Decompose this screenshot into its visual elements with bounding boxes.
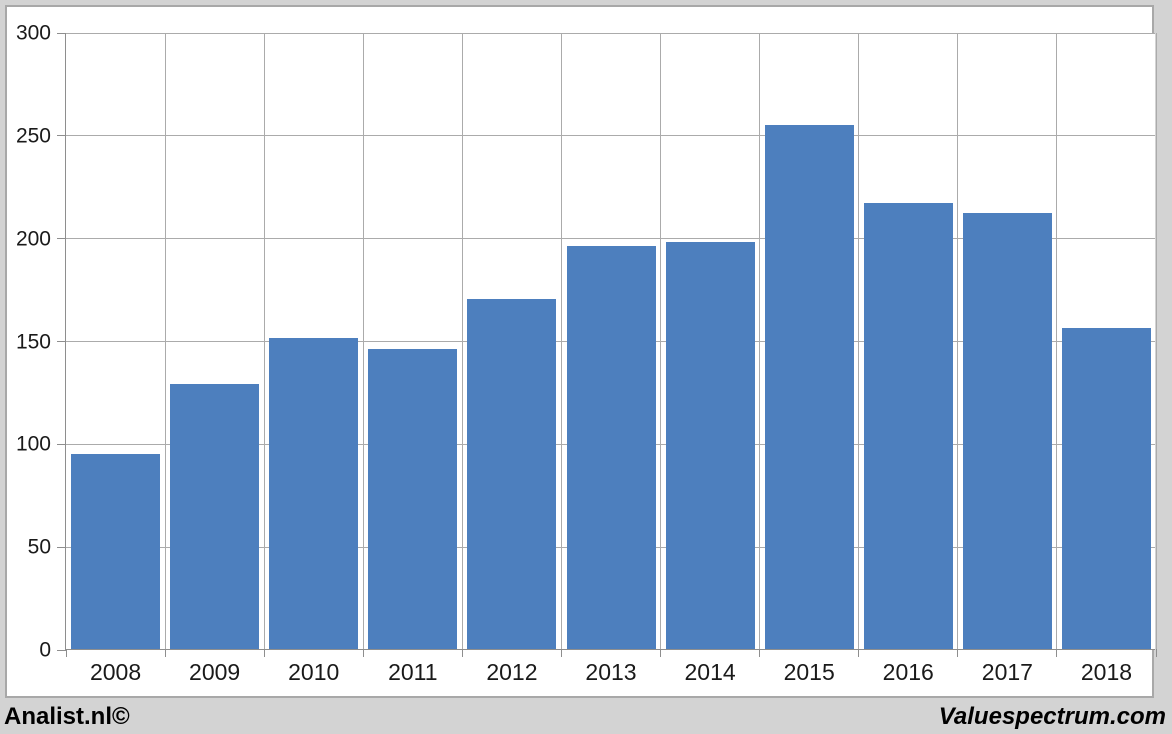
gridline-vertical-9	[957, 33, 959, 649]
bar-2013	[567, 246, 656, 649]
x-axis-tick-3	[362, 649, 364, 657]
x-axis-label-2016: 2016	[882, 659, 934, 685]
x-axis-tick-7	[759, 649, 761, 657]
gridline-vertical-11	[1155, 33, 1157, 649]
brand-analist-label: Analist.nl©	[4, 703, 130, 730]
bar-2010	[269, 338, 358, 649]
brand-valuespectrum-label: Valuespectrum.com	[938, 703, 1166, 730]
bar-2014	[666, 242, 755, 649]
bar-2008	[71, 454, 160, 649]
y-axis-label-50: 50	[27, 535, 51, 559]
y-axis-label-150: 150	[15, 330, 51, 353]
y-axis-tick-150	[57, 341, 66, 342]
gridline-horizontal-200	[66, 238, 1155, 240]
y-axis-tick-0	[57, 649, 66, 651]
y-axis-label-200: 200	[15, 227, 51, 251]
gridline-vertical-4	[461, 33, 463, 649]
y-axis-tick-50	[57, 546, 66, 548]
bar-2016	[864, 203, 953, 649]
x-axis-tick-8	[858, 649, 860, 657]
x-axis-tick-6	[660, 649, 662, 657]
y-axis-tick-300	[57, 32, 66, 34]
y-axis-label-300: 300	[15, 21, 51, 45]
x-axis-label-2014: 2014	[684, 659, 736, 685]
gridline-vertical-10	[1056, 33, 1058, 649]
gridline-horizontal-300	[66, 32, 1155, 34]
y-axis-label-100: 100	[15, 432, 51, 456]
gridline-vertical-5	[560, 33, 562, 649]
y-axis-tick-100	[57, 443, 66, 445]
bar-2018	[1062, 328, 1151, 649]
x-axis-label-2018: 2018	[1080, 659, 1133, 685]
x-axis-label-2009: 2009	[189, 659, 241, 685]
bar-2011	[368, 349, 457, 649]
x-axis-tick-0	[65, 649, 67, 657]
x-axis-tick-10	[1056, 649, 1058, 657]
bar-2012	[467, 299, 556, 649]
y-axis-label-250: 250	[15, 124, 51, 148]
bar-2015	[765, 125, 854, 649]
x-axis-label-2010: 2010	[288, 659, 340, 685]
gridline-vertical-7	[759, 33, 761, 649]
x-axis-label-2012: 2012	[486, 659, 538, 685]
x-axis-tick-5	[560, 649, 562, 657]
bar-2017	[963, 213, 1052, 649]
plot-area: 0 50 100 150 200 250 300 2008 2009 2010 2011 2012 20…	[16, 23, 1157, 684]
gridline-vertical-2	[263, 33, 265, 649]
footer-bar: Analist.nl© Valuespectrum.com	[0, 702, 1172, 734]
gridline-vertical-8	[858, 33, 860, 649]
x-axis-tick-2	[263, 649, 265, 657]
x-axis-tick-1	[164, 649, 166, 657]
gridline-horizontal-250	[66, 135, 1155, 137]
x-axis-label-2017: 2017	[981, 659, 1033, 685]
y-axis-tick-200	[57, 238, 66, 240]
gridline-vertical-6	[660, 33, 662, 649]
gridline-vertical-1	[164, 33, 166, 649]
x-axis-tick-11	[1155, 649, 1157, 657]
x-axis-label-2011: 2011	[388, 659, 438, 685]
x-axis-label-2013: 2013	[585, 659, 637, 685]
gridline-vertical-3	[362, 33, 364, 649]
x-axis-tick-4	[461, 649, 463, 657]
y-axis-tick-250	[57, 135, 66, 137]
y-axis-label-0: 0	[39, 638, 51, 662]
x-axis-label-2015: 2015	[783, 659, 835, 685]
x-axis-tick-9	[957, 649, 959, 657]
x-axis-label-2008: 2008	[89, 659, 142, 685]
bar-2009	[170, 384, 259, 649]
chart-panel: 0 50 100 150 200 250 300 2008 2009 2010 2011 2012 20…	[5, 5, 1157, 698]
